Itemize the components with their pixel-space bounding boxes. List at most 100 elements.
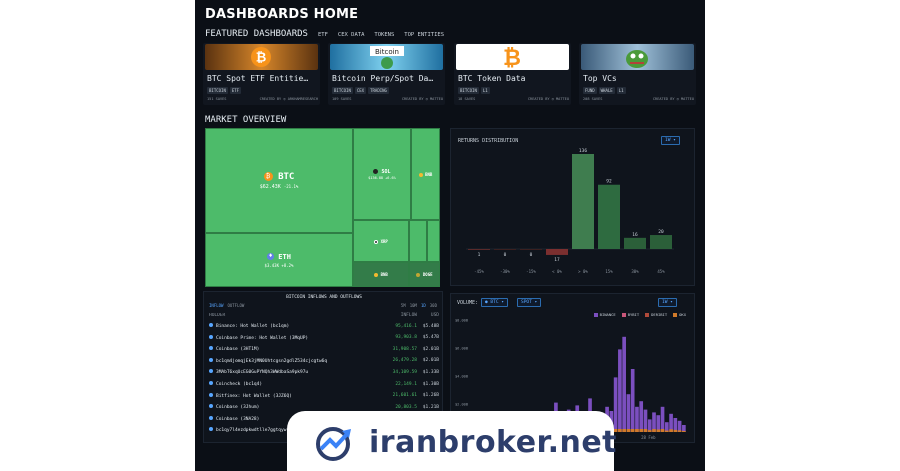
treemap-tile-xrp[interactable]: XRP xyxy=(353,220,409,262)
treemap-tile-eth[interactable]: ♦ ETH $3.43K +8.2% xyxy=(205,233,353,287)
card-creator[interactable]: CREATED BY ◎ ARKHAMRESEARCH xyxy=(259,97,318,101)
legend-item[interactable]: BINANCE xyxy=(593,312,616,317)
tab-top-entities[interactable]: TOP ENTITIES xyxy=(404,32,445,38)
table-row[interactable]: 3MAbT6xqUcEG0GuPYNQh3WWdbaSa9pk97u 34,109… xyxy=(209,369,439,375)
return-bar[interactable] xyxy=(598,184,620,249)
table-row[interactable]: Coinbase Prime: Hot Wallet (3MqUP) 93,903… xyxy=(209,334,439,341)
dashboard-card[interactable]: Bitcoin Bitcoin Perp/Spot Da… BITCOIN CE… xyxy=(328,43,445,105)
legend-item[interactable]: BYBIT xyxy=(621,312,639,317)
holder-label: bc1qy7l4ezdpkwdtlle7ggtqyw xyxy=(216,428,287,434)
holder-name[interactable]: Coinbase Prime: Hot Wallet (3MqUP) xyxy=(209,334,381,341)
treemap-tile-small[interactable] xyxy=(427,220,440,262)
volume-bar[interactable] xyxy=(647,419,652,432)
col-holder: HOLDER xyxy=(209,313,226,318)
col-usd[interactable]: USD xyxy=(430,313,439,318)
returns-range-button[interactable]: 1W ▾ xyxy=(661,136,680,145)
treemap-tile-bnb-2[interactable]: BNB xyxy=(353,262,409,287)
tab-tokens[interactable]: TOKENS xyxy=(374,32,395,38)
table-row[interactable]: Coincheck (bc1q4) 22,149.1 $1.30B xyxy=(209,381,439,387)
table-row[interactable]: Coinbase (3HT1M) 31,908.57 $2.01B xyxy=(209,346,439,352)
tag[interactable]: BITCOIN xyxy=(207,87,228,94)
legend-item[interactable]: OKX xyxy=(673,312,686,317)
volume-bar[interactable] xyxy=(639,401,644,432)
volume-bar[interactable] xyxy=(656,415,661,432)
tab-cex-data[interactable]: CEX DATA xyxy=(337,32,365,38)
card-creator[interactable]: CREATED BY ◎ MATTEO xyxy=(652,97,694,101)
volume-bar[interactable] xyxy=(664,422,669,432)
dashboard-card[interactable]: ₿ BTC Spot ETF Entitie… BITCOIN ETF 151 … xyxy=(203,43,320,105)
treemap-tile-btc[interactable]: ₿ BTC $62.43K -21.1% xyxy=(205,128,353,233)
card-tags: BITCOIN ETF xyxy=(207,87,242,94)
legend-item[interactable]: DERIBIT xyxy=(645,312,667,317)
tag[interactable]: L1 xyxy=(480,87,490,94)
holder-name[interactable]: Coinbase (3NA28) xyxy=(209,415,381,422)
return-bar[interactable] xyxy=(494,249,516,250)
volume-bar[interactable] xyxy=(677,420,682,432)
period-5m[interactable]: 5M xyxy=(400,303,406,308)
card-creator[interactable]: CREATED BY ◎ MATTEO xyxy=(527,97,569,101)
holder-name[interactable]: Coinbase (3Jhum) xyxy=(209,404,381,410)
tab-outflow[interactable]: OUTFLOW xyxy=(227,303,245,308)
volume-bar[interactable] xyxy=(622,336,626,432)
volume-bar[interactable] xyxy=(660,406,665,432)
holder-name[interactable]: bc1qm4jomqjEk3jMN0Uhtcgsn2gdlZ534cjcgtw6… xyxy=(209,357,381,364)
col-inflow[interactable]: INFLOW xyxy=(400,313,417,318)
treemap-tile-bnb[interactable]: BNB xyxy=(411,128,440,220)
asset-dropdown[interactable]: ● BTC ▾ xyxy=(481,298,508,307)
x-tick-label: -45% xyxy=(474,269,484,274)
tag[interactable]: ETF xyxy=(229,87,242,94)
volume-bar[interactable] xyxy=(652,412,656,432)
table-row[interactable]: Coinbase (3Jhum) 20,803.5 $1.21B xyxy=(209,404,439,410)
tag[interactable]: WHALE xyxy=(598,87,615,94)
tab-inflow[interactable]: INFLOW xyxy=(209,303,224,308)
tag[interactable]: BITCOIN xyxy=(332,87,353,94)
holder-name[interactable]: Coincheck (bc1q4) xyxy=(209,381,381,387)
card-creator[interactable]: CREATED BY ◎ MATTEO xyxy=(401,97,443,101)
return-bar[interactable] xyxy=(546,249,568,255)
volume-bar[interactable] xyxy=(643,409,648,432)
volume-bar[interactable] xyxy=(626,394,631,432)
treemap-tile-small[interactable] xyxy=(409,220,427,262)
tag[interactable]: FUND xyxy=(583,87,597,94)
volume-bar[interactable] xyxy=(673,418,678,432)
table-row[interactable]: Binance: Hot Wallet (bc1qm) 95,416.1 $5.48… xyxy=(209,323,439,329)
dashboard-card[interactable]: ₿ BTC Token Data BITCOIN L1 18 SAVES CRE… xyxy=(454,43,571,105)
treemap-tile-sol[interactable]: SOL $136.88 +6.6% xyxy=(353,128,411,220)
table-row[interactable]: bc1qm4jomqjEk3jMN0Uhtcgsn2gdlZ534cjcgtw6… xyxy=(209,357,439,364)
inflow-value: 22,149.1 xyxy=(395,381,417,387)
return-bar[interactable] xyxy=(520,249,542,250)
volume-bar[interactable] xyxy=(635,406,639,432)
holder-name[interactable]: Coinbase (3HT1M) xyxy=(209,346,381,352)
tile-name: BTC xyxy=(278,171,295,182)
volume-bar[interactable] xyxy=(630,369,635,432)
tag[interactable]: L1 xyxy=(616,87,626,94)
holder-label: bc1qm4jomqjEk3jMN0Uhtcgsn2gdlZ534cjcgtw6… xyxy=(216,358,328,364)
volume-bar[interactable] xyxy=(618,349,622,432)
tag[interactable]: CEX xyxy=(354,87,367,94)
card-thumbnail: Bitcoin xyxy=(330,44,443,70)
holder-name[interactable]: 3MAbT6xqUcEG0GuPYNQh3WWdbaSa9pk97u xyxy=(209,369,381,375)
volume-range-button[interactable]: 1W ▾ xyxy=(658,298,677,307)
holder-name[interactable]: Bitfinex: Hot Wallet (3JZ6Q) xyxy=(209,392,381,399)
tab-etf[interactable]: ETF xyxy=(317,32,328,38)
volume-bar[interactable] xyxy=(669,413,673,432)
holder-name[interactable]: bc1qy7l4ezdpkwdtlle7ggtqyw xyxy=(209,427,381,433)
tag[interactable]: BITCOIN xyxy=(458,87,479,94)
treemap-tile-doge[interactable]: DOGE xyxy=(409,262,440,287)
return-bar[interactable] xyxy=(468,249,490,250)
holder-name[interactable]: Binance: Hot Wallet (bc1qm) xyxy=(209,323,381,329)
period-10m[interactable]: 10M xyxy=(409,303,417,308)
tag[interactable]: TRADING xyxy=(368,87,389,94)
return-bar[interactable] xyxy=(572,154,594,249)
table-row[interactable]: bc1qy7l4ezdpkwdtlle7ggtqyw xyxy=(209,427,439,433)
volume-bar[interactable] xyxy=(682,425,686,432)
volume-bar[interactable] xyxy=(613,377,618,432)
iranbroker-logo-icon xyxy=(316,427,351,461)
return-bar[interactable] xyxy=(624,237,646,249)
return-bar[interactable] xyxy=(650,235,672,249)
period-30d[interactable]: 30D xyxy=(429,303,437,308)
dashboard-card[interactable]: Top VCs FUND WHALE L1 208 SAVES CREATED … xyxy=(579,43,696,105)
table-row[interactable]: Bitfinex: Hot Wallet (3JZ6Q) 21,601.61 $1.… xyxy=(209,392,439,399)
period-1d[interactable]: 1D xyxy=(420,303,426,308)
market-type-dropdown[interactable]: SPOT ▾ xyxy=(517,298,542,307)
